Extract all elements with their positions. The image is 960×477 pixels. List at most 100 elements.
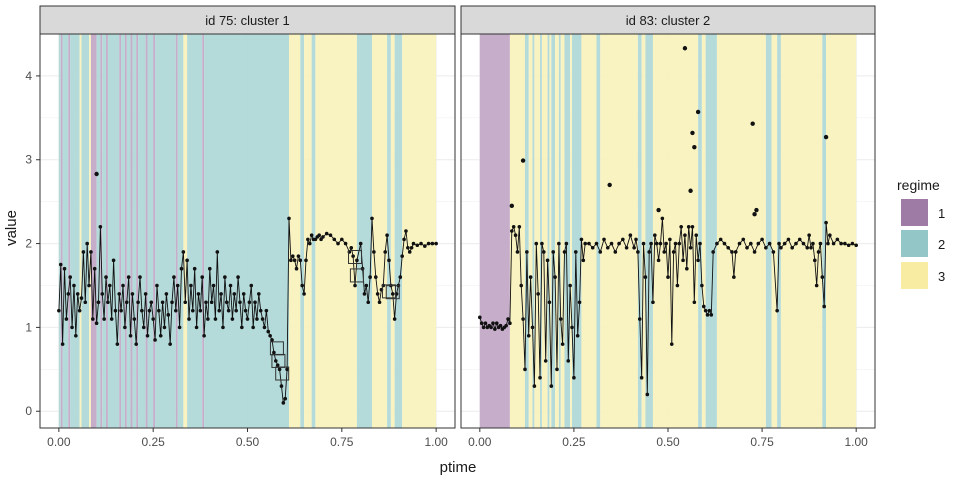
data-point <box>200 275 205 279</box>
data-point <box>594 241 599 246</box>
regime-band-2 <box>547 34 550 428</box>
legend: regime 1 2 3 <box>897 177 945 289</box>
data-point <box>217 308 222 313</box>
data-point <box>240 325 244 330</box>
data-point <box>722 241 727 246</box>
regime-band-2 <box>62 34 69 428</box>
data-point <box>121 283 125 288</box>
outlier-point <box>94 171 99 177</box>
data-point <box>696 258 700 263</box>
data-point <box>540 241 544 246</box>
data-point <box>549 384 554 388</box>
regime-band-2 <box>387 34 391 428</box>
data-point <box>136 300 140 305</box>
data-point <box>846 243 851 248</box>
data-point <box>107 283 112 288</box>
data-point <box>797 237 802 242</box>
data-point <box>285 367 289 372</box>
data-point <box>249 283 254 288</box>
data-point <box>826 241 830 246</box>
data-point <box>818 241 823 246</box>
data-point <box>211 283 216 288</box>
data-point <box>57 308 61 313</box>
data-point <box>228 283 233 288</box>
data-point <box>206 317 210 321</box>
outlier-point <box>692 144 697 150</box>
data-point <box>194 325 199 330</box>
data-point <box>843 241 847 246</box>
data-point <box>519 283 524 288</box>
outlier-point <box>607 182 612 188</box>
data-point <box>385 233 389 237</box>
regime-band-2 <box>564 34 571 428</box>
regime-band-3 <box>652 34 699 428</box>
data-point <box>621 237 625 242</box>
data-point <box>289 258 293 263</box>
data-point <box>419 241 423 246</box>
outlier-point <box>754 207 759 213</box>
data-point <box>715 241 719 246</box>
data-point <box>557 241 561 246</box>
data-point <box>779 245 783 250</box>
data-point <box>504 323 508 328</box>
data-point <box>157 308 161 313</box>
data-point <box>77 308 82 313</box>
data-point <box>266 329 271 334</box>
regime-band-3 <box>541 34 548 428</box>
data-point <box>79 296 84 300</box>
data-point <box>662 250 667 254</box>
data-point <box>219 292 223 296</box>
data-point <box>402 237 406 242</box>
data-point <box>181 250 186 254</box>
data-point <box>822 304 826 309</box>
data-point <box>760 237 764 242</box>
data-point <box>732 275 736 279</box>
data-point <box>491 321 495 326</box>
data-point <box>372 250 376 254</box>
data-point <box>198 308 203 313</box>
regime-band-1 <box>90 34 97 428</box>
data-point <box>679 225 683 229</box>
regime-band-3 <box>570 34 573 428</box>
data-point <box>508 321 512 326</box>
data-point <box>493 327 497 331</box>
data-point <box>777 241 781 246</box>
regime-band-3 <box>390 34 395 428</box>
data-point <box>66 292 71 296</box>
highlighted-point-marker <box>275 366 290 381</box>
data-point <box>230 317 235 321</box>
data-point <box>328 233 333 237</box>
data-point <box>423 244 427 248</box>
data-point <box>479 321 484 326</box>
data-point <box>392 317 397 321</box>
panel-title: id 75: cluster 1 <box>205 13 290 28</box>
data-point <box>102 317 106 321</box>
data-point <box>153 338 157 342</box>
highlighted-point-marker <box>385 285 400 300</box>
data-point <box>279 384 284 388</box>
data-point <box>187 317 191 321</box>
data-point <box>117 292 122 296</box>
data-point <box>726 245 731 250</box>
data-point <box>321 235 325 239</box>
data-point <box>332 237 337 242</box>
regime-band-3 <box>641 34 646 428</box>
data-point <box>270 338 274 342</box>
regime-band-2 <box>572 34 582 428</box>
data-point <box>109 317 114 321</box>
data-point <box>801 241 806 246</box>
data-point <box>854 243 858 248</box>
data-point <box>234 308 238 313</box>
data-point <box>260 317 265 321</box>
data-point <box>605 245 610 250</box>
data-point <box>370 216 374 221</box>
data-point <box>364 283 369 288</box>
data-point <box>430 241 435 246</box>
data-point <box>390 292 395 296</box>
data-point <box>268 333 272 338</box>
data-point <box>824 220 828 225</box>
data-point <box>172 275 176 279</box>
data-point <box>703 308 708 313</box>
y-tick-label: 1 <box>25 320 32 334</box>
outlier-point <box>656 207 661 213</box>
